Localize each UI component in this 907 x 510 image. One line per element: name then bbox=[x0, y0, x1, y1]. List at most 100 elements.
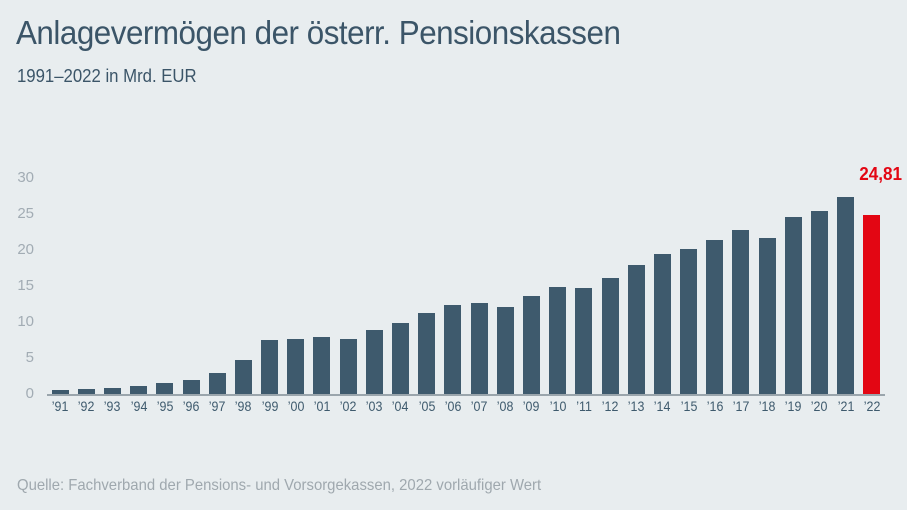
bar-column-99 bbox=[257, 178, 283, 394]
y-tick-15: 15 bbox=[17, 277, 34, 294]
x-label-07: ’07 bbox=[470, 399, 488, 414]
bar-column-16 bbox=[702, 178, 728, 394]
y-tick-20: 20 bbox=[17, 241, 34, 258]
x-label-94: ’94 bbox=[130, 399, 147, 414]
bar-column-14 bbox=[649, 178, 675, 394]
bar-column-01 bbox=[309, 178, 335, 394]
bar-column-13 bbox=[623, 178, 649, 394]
x-label-02: ’02 bbox=[339, 399, 357, 414]
y-tick-5: 5 bbox=[25, 349, 34, 366]
x-label-16: ’16 bbox=[706, 399, 724, 414]
bar-08 bbox=[496, 307, 514, 394]
bar-99 bbox=[261, 340, 279, 394]
bar-94 bbox=[130, 386, 148, 394]
bar-11 bbox=[575, 288, 593, 394]
bar-09 bbox=[522, 296, 540, 394]
x-label-01: ’01 bbox=[313, 399, 331, 414]
bar-98 bbox=[234, 360, 252, 394]
bar-15 bbox=[680, 249, 698, 394]
bar-column-92 bbox=[73, 178, 99, 394]
x-label-22: ’22 bbox=[863, 399, 881, 414]
bar-column-02 bbox=[335, 178, 361, 394]
bar-column-94 bbox=[126, 178, 152, 394]
plot-area bbox=[47, 178, 885, 394]
bar-column-20 bbox=[806, 178, 832, 394]
chart-subtitle: 1991–2022 in Mrd. EUR bbox=[17, 66, 197, 86]
bar-column-17 bbox=[728, 178, 754, 394]
x-label-09: ’09 bbox=[523, 399, 540, 414]
x-label-97: ’97 bbox=[208, 399, 226, 414]
bar-column-21 bbox=[833, 178, 859, 394]
x-label-15: ’15 bbox=[680, 399, 697, 414]
x-label-98: ’98 bbox=[235, 399, 252, 414]
bar-column-22 bbox=[859, 178, 885, 394]
x-label-18: ’18 bbox=[758, 399, 776, 414]
bar-column-10 bbox=[545, 178, 571, 394]
chart-title: Anlagevermögen der österr. Pensionskasse… bbox=[16, 14, 621, 51]
bar-03 bbox=[365, 330, 383, 394]
x-label-99: ’99 bbox=[261, 399, 278, 414]
bar-96 bbox=[182, 380, 200, 394]
bar-column-04 bbox=[387, 178, 413, 394]
bar-column-97 bbox=[204, 178, 230, 394]
x-label-12: ’12 bbox=[601, 399, 619, 414]
x-label-10: ’10 bbox=[549, 399, 566, 414]
bar-92 bbox=[77, 389, 95, 394]
x-label-19: ’19 bbox=[785, 399, 802, 414]
bar-04 bbox=[392, 323, 410, 394]
bar-column-08 bbox=[492, 178, 518, 394]
x-label-17: ’17 bbox=[732, 399, 750, 414]
bar-column-91 bbox=[47, 178, 73, 394]
x-label-14: ’14 bbox=[654, 399, 671, 414]
bar-column-18 bbox=[754, 178, 780, 394]
bar-14 bbox=[653, 254, 671, 394]
bar-column-95 bbox=[152, 178, 178, 394]
x-label-21: ’21 bbox=[837, 399, 854, 414]
x-label-96: ’96 bbox=[182, 399, 200, 414]
bar-95 bbox=[156, 383, 174, 394]
bar-22 bbox=[863, 215, 881, 394]
y-tick-25: 25 bbox=[17, 205, 34, 222]
x-label-92: ’92 bbox=[77, 399, 95, 414]
bar-12 bbox=[601, 278, 619, 394]
y-tick-30: 30 bbox=[17, 169, 34, 186]
bar-10 bbox=[549, 287, 567, 394]
x-label-00: ’00 bbox=[287, 399, 305, 414]
x-axis-line bbox=[47, 394, 885, 396]
bar-19 bbox=[784, 217, 802, 394]
x-label-13: ’13 bbox=[627, 399, 645, 414]
bar-21 bbox=[837, 197, 855, 394]
x-label-93: ’93 bbox=[104, 399, 121, 414]
x-axis-labels: ’91 ’92 ’93 ’94 ’95 ’96 ’97 ’98 ’99 ’00 ’01 ’02 ’03 ’… bbox=[47, 399, 885, 415]
source-note: Quelle: Fachverband der Pensions- und Vo… bbox=[17, 477, 542, 494]
bar-column-06 bbox=[440, 178, 466, 394]
bar-93 bbox=[103, 388, 121, 394]
bar-00 bbox=[287, 339, 305, 394]
bar-18 bbox=[758, 238, 776, 394]
bar-01 bbox=[313, 337, 331, 394]
bar-column-93 bbox=[99, 178, 125, 394]
bar-06 bbox=[444, 305, 462, 394]
bar-91 bbox=[51, 390, 69, 394]
bar-column-05 bbox=[414, 178, 440, 394]
x-label-11: ’11 bbox=[576, 399, 592, 414]
bar-column-96 bbox=[178, 178, 204, 394]
bar-97 bbox=[208, 373, 226, 394]
bar-column-11 bbox=[571, 178, 597, 394]
bar-20 bbox=[811, 211, 829, 394]
bar-07 bbox=[470, 303, 488, 394]
x-label-95: ’95 bbox=[156, 399, 174, 414]
y-tick-0: 0 bbox=[25, 385, 34, 402]
bar-16 bbox=[706, 240, 724, 394]
x-label-03: ’03 bbox=[366, 399, 383, 414]
x-label-91: ’91 bbox=[51, 399, 69, 414]
x-label-08: ’08 bbox=[496, 399, 514, 414]
highlight-value-label: 24,81 bbox=[859, 164, 902, 184]
bar-column-00 bbox=[283, 178, 309, 394]
bar-column-07 bbox=[466, 178, 492, 394]
x-label-20: ’20 bbox=[811, 399, 828, 414]
bar-02 bbox=[339, 339, 357, 394]
bar-column-12 bbox=[597, 178, 623, 394]
y-tick-10: 10 bbox=[17, 313, 34, 330]
